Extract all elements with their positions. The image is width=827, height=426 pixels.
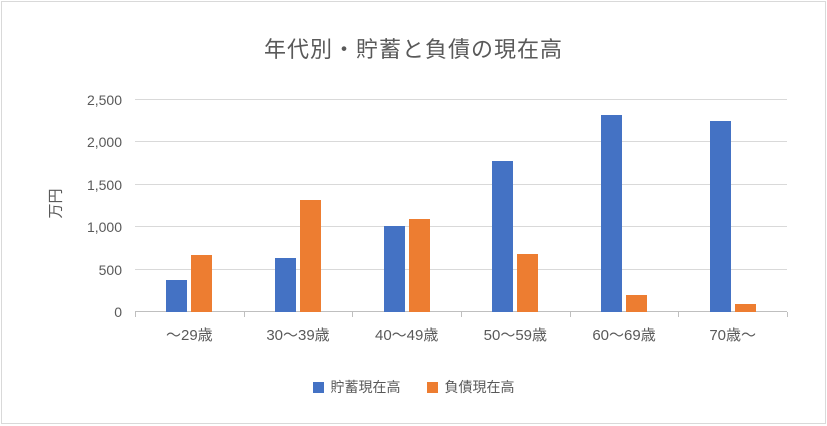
category-group — [352, 100, 461, 312]
bar-series-2 — [517, 253, 539, 312]
x-axis-tickmark — [461, 312, 462, 317]
gridline — [135, 99, 787, 100]
bar-series-1 — [275, 257, 296, 312]
x-axis-labels: ～29歳 30～39歳 40～49歳 50～59歳 60～69歳 70歳～ — [135, 324, 787, 345]
chart-title: 年代別・貯蓄と負債の現在高 — [263, 37, 563, 62]
bar-layer — [135, 100, 787, 312]
chart-legend: 貯蓄現在高 負債現在高 — [2, 377, 825, 397]
x-axis-label: 60～69歳 — [592, 327, 656, 344]
bar-series-2 — [734, 303, 756, 312]
x-axis-tickmark — [678, 312, 680, 317]
legend-label: 負債現在高 — [444, 379, 515, 395]
bar-series-1 — [492, 161, 514, 312]
bar-series-1 — [166, 279, 188, 312]
y-axis-tick-labels: 0 500 1,000 1,500 2,000 2,500 — [60, 92, 122, 320]
x-axis-tickmark — [352, 312, 354, 317]
gridline — [135, 141, 787, 143]
y-tick-label: 500 — [98, 261, 122, 278]
x-axis-label: 30～39歳 — [266, 327, 330, 344]
bar-series-2 — [191, 255, 213, 312]
legend-item: 負債現在高 — [426, 377, 515, 397]
y-tick-label: 1,000 — [86, 219, 122, 236]
x-axis-label: 50～59歳 — [483, 327, 548, 344]
gridline — [135, 226, 787, 228]
legend-swatch — [426, 381, 438, 393]
y-tick-label: 0 — [114, 304, 122, 320]
x-axis-label: 70歳～ — [709, 327, 757, 344]
gridline — [135, 183, 787, 185]
bar-series-2 — [300, 200, 321, 312]
gridline-layer — [135, 99, 787, 312]
category-group — [135, 100, 244, 312]
y-tick-label: 1,500 — [86, 176, 122, 193]
gridline — [135, 268, 787, 270]
plot-area — [135, 99, 788, 317]
x-axis-tickmark — [243, 312, 245, 317]
y-tick-label: 2,000 — [86, 134, 122, 151]
category-group — [244, 100, 353, 312]
x-axis-tickmark — [135, 312, 136, 317]
x-axis-line — [135, 311, 787, 312]
legend-item: 貯蓄現在高 — [312, 377, 401, 397]
x-axis-label: ～29歳 — [165, 327, 213, 344]
legend-label: 貯蓄現在高 — [330, 379, 401, 395]
category-group — [678, 100, 787, 312]
bar-series-2 — [626, 295, 648, 312]
category-group — [570, 100, 679, 312]
bar-series-1 — [709, 121, 731, 312]
category-group — [461, 100, 570, 312]
x-axis-tickmark — [569, 312, 571, 317]
y-tick-label: 2,500 — [86, 92, 122, 108]
bar-series-1 — [383, 226, 405, 312]
x-axis-label: 40～49歳 — [374, 327, 439, 344]
legend-swatch — [312, 381, 324, 393]
bar-series-1 — [601, 115, 623, 312]
x-axis-tickmark — [787, 312, 788, 317]
bar-series-2 — [408, 218, 430, 312]
